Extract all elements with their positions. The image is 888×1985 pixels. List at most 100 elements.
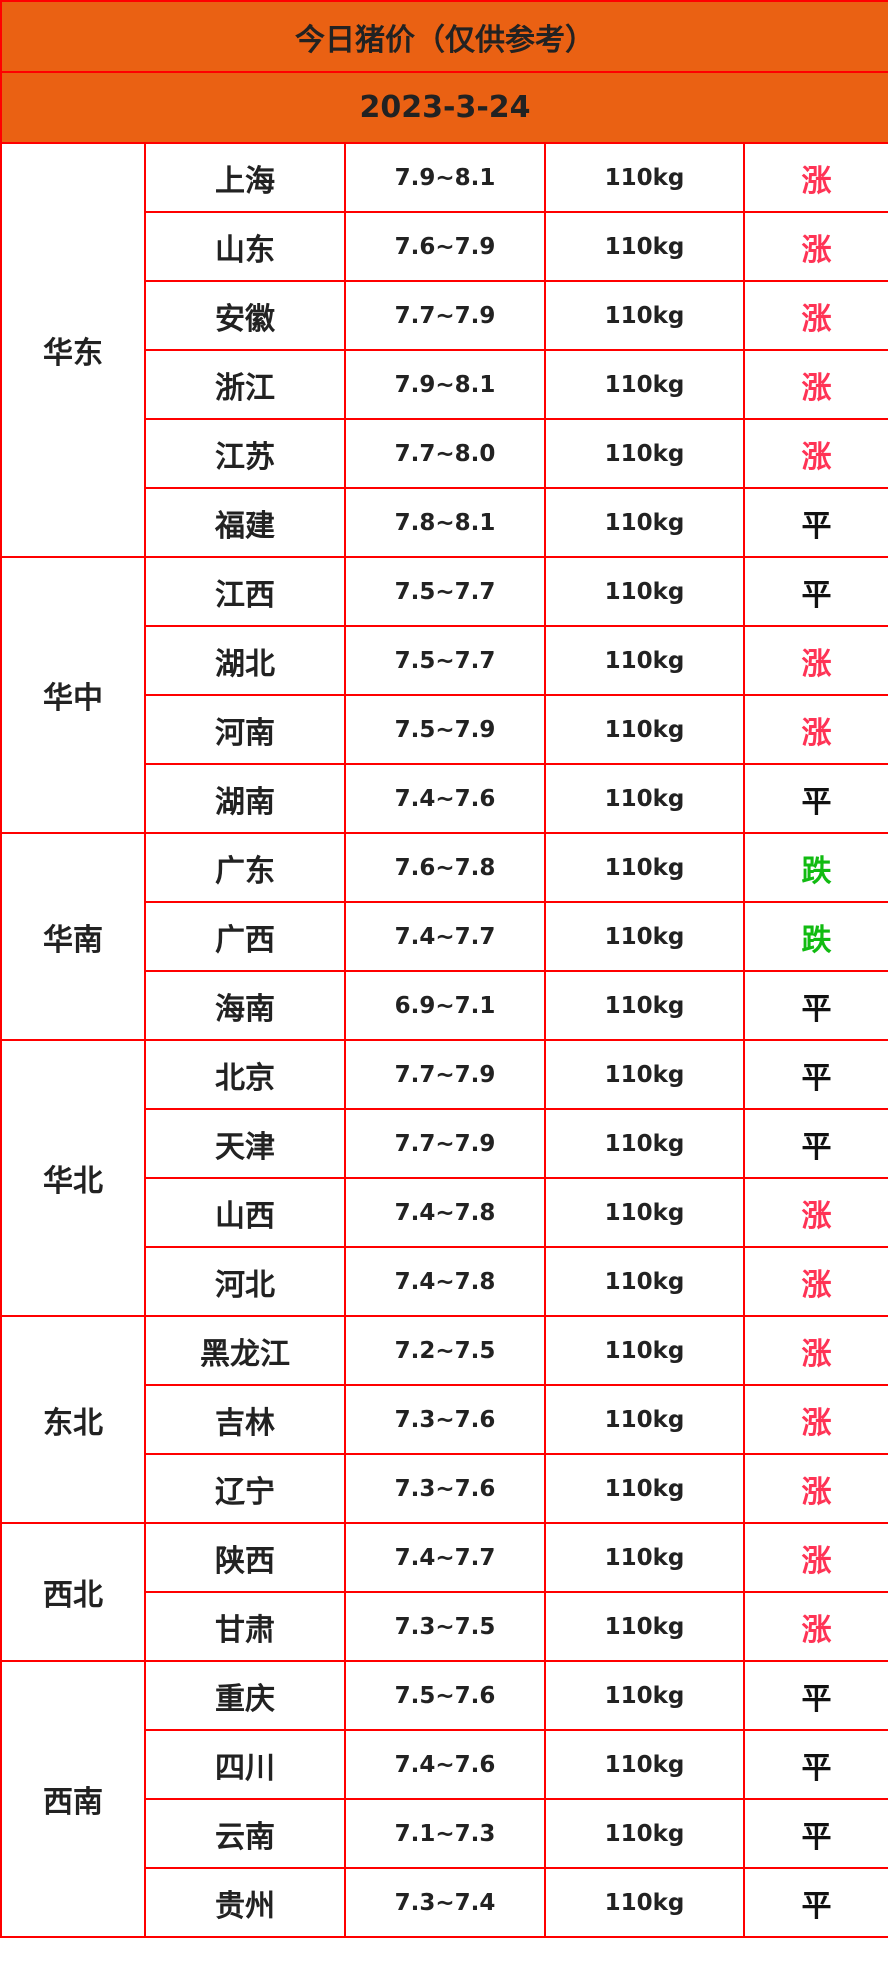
- price-cell: 7.4~7.6: [344, 1729, 546, 1800]
- price-cell: 7.3~7.5: [344, 1591, 546, 1662]
- province-cell: 浙江: [144, 349, 346, 420]
- trend-cell: 涨: [742, 1315, 888, 1386]
- price-cell: 7.4~7.7: [344, 901, 546, 972]
- trend-cell: 平: [742, 1039, 888, 1110]
- table-row: 云南 7.1~7.3 110kg 平: [1, 1798, 888, 1869]
- table-row: 江苏 7.7~8.0 110kg 涨: [1, 418, 888, 489]
- province-cell: 吉林: [144, 1384, 346, 1455]
- trend-cell: 涨: [742, 142, 888, 213]
- trend-cell: 平: [742, 1798, 888, 1869]
- trend-cell: 平: [742, 970, 888, 1041]
- trend-cell: 涨: [742, 211, 888, 282]
- price-cell: 7.7~7.9: [344, 1108, 546, 1179]
- table-row: 辽宁 7.3~7.6 110kg 涨: [1, 1453, 888, 1524]
- weight-cell: 110kg: [544, 349, 745, 420]
- table-row: 西北 陕西 7.4~7.7 110kg 涨: [0, 1522, 888, 1662]
- table-row: 湖北 7.5~7.7 110kg 涨: [1, 625, 888, 696]
- table-row: 湖南 7.4~7.6 110kg 平: [1, 763, 888, 834]
- region-cell: 西北: [0, 1522, 146, 1662]
- trend-cell: 涨: [742, 349, 888, 420]
- price-cell: 7.3~7.4: [344, 1867, 546, 1938]
- table-row: 安徽 7.7~7.9 110kg 涨: [1, 280, 888, 351]
- trend-cell: 涨: [742, 1591, 888, 1662]
- province-cell: 山东: [144, 211, 346, 282]
- table-row: 海南 6.9~7.1 110kg 平: [1, 970, 888, 1041]
- price-cell: 7.4~7.8: [344, 1177, 546, 1248]
- table-date: 2023-3-24: [0, 71, 888, 144]
- table-row: 广西 7.4~7.7 110kg 跌: [1, 901, 888, 972]
- province-cell: 四川: [144, 1729, 346, 1800]
- price-cell: 7.7~8.0: [344, 418, 546, 489]
- weight-cell: 110kg: [544, 1246, 745, 1317]
- trend-cell: 跌: [742, 832, 888, 903]
- trend-cell: 平: [742, 1660, 888, 1731]
- table-row: 华东 上海 7.9~8.1 110kg 涨: [0, 142, 888, 558]
- province-cell: 湖南: [144, 763, 346, 834]
- price-cell: 7.9~8.1: [344, 349, 546, 420]
- weight-cell: 110kg: [544, 142, 745, 213]
- price-cell: 7.9~8.1: [344, 142, 546, 213]
- price-cell: 7.2~7.5: [344, 1315, 546, 1386]
- trend-cell: 涨: [742, 1384, 888, 1455]
- trend-cell: 平: [742, 556, 888, 627]
- province-cell: 上海: [144, 142, 346, 213]
- price-cell: 7.5~7.6: [344, 1660, 546, 1731]
- weight-cell: 110kg: [544, 211, 745, 282]
- province-cell: 贵州: [144, 1867, 346, 1938]
- trend-cell: 涨: [742, 625, 888, 696]
- price-cell: 7.4~7.8: [344, 1246, 546, 1317]
- weight-cell: 110kg: [544, 1315, 745, 1386]
- weight-cell: 110kg: [544, 694, 745, 765]
- weight-cell: 110kg: [544, 1108, 745, 1179]
- region-cell: 华中: [0, 556, 146, 834]
- weight-cell: 110kg: [544, 556, 745, 627]
- weight-cell: 110kg: [544, 763, 745, 834]
- province-cell: 广东: [144, 832, 346, 903]
- table-row: 甘肃 7.3~7.5 110kg 涨: [1, 1591, 888, 1662]
- trend-cell: 平: [742, 1108, 888, 1179]
- table-row: 西南 重庆 7.5~7.6 110kg 平: [0, 1660, 888, 1938]
- weight-cell: 110kg: [544, 1798, 745, 1869]
- weight-cell: 110kg: [544, 487, 745, 558]
- weight-cell: 110kg: [544, 1591, 745, 1662]
- province-cell: 山西: [144, 1177, 346, 1248]
- weight-cell: 110kg: [544, 1867, 745, 1938]
- price-cell: 7.5~7.7: [344, 625, 546, 696]
- table-row: 天津 7.7~7.9 110kg 平: [1, 1108, 888, 1179]
- trend-cell: 涨: [742, 1522, 888, 1593]
- table-row: 山西 7.4~7.8 110kg 涨: [1, 1177, 888, 1248]
- trend-cell: 平: [742, 763, 888, 834]
- table-row: 东北 黑龙江 7.2~7.5 110kg 涨: [0, 1315, 888, 1524]
- province-cell: 北京: [144, 1039, 346, 1110]
- table-row: 浙江 7.9~8.1 110kg 涨: [1, 349, 888, 420]
- trend-cell: 涨: [742, 1453, 888, 1524]
- price-cell: 7.4~7.7: [344, 1522, 546, 1593]
- price-cell: 7.8~8.1: [344, 487, 546, 558]
- table-row: 华北 北京 7.7~7.9 110kg 平: [0, 1039, 888, 1317]
- province-cell: 安徽: [144, 280, 346, 351]
- table-row: 河北 7.4~7.8 110kg 涨: [1, 1246, 888, 1317]
- title-row: 今日猪价（仅供参考）: [0, 0, 888, 73]
- table-title: 今日猪价（仅供参考）: [0, 0, 888, 73]
- price-cell: 7.5~7.7: [344, 556, 546, 627]
- province-cell: 江苏: [144, 418, 346, 489]
- province-cell: 河南: [144, 694, 346, 765]
- weight-cell: 110kg: [544, 1384, 745, 1455]
- trend-cell: 涨: [742, 280, 888, 351]
- weight-cell: 110kg: [544, 418, 745, 489]
- province-cell: 云南: [144, 1798, 346, 1869]
- province-cell: 河北: [144, 1246, 346, 1317]
- province-cell: 江西: [144, 556, 346, 627]
- price-cell: 7.6~7.8: [344, 832, 546, 903]
- trend-cell: 平: [742, 1867, 888, 1938]
- table-row: 华南 广东 7.6~7.8 110kg 跌: [0, 832, 888, 1041]
- region-cell: 西南: [0, 1660, 146, 1938]
- price-cell: 7.5~7.9: [344, 694, 546, 765]
- weight-cell: 110kg: [544, 970, 745, 1041]
- table-row: 贵州 7.3~7.4 110kg 平: [1, 1867, 888, 1938]
- trend-cell: 涨: [742, 694, 888, 765]
- province-cell: 海南: [144, 970, 346, 1041]
- date-row: 2023-3-24: [0, 71, 888, 144]
- weight-cell: 110kg: [544, 1177, 745, 1248]
- trend-cell: 涨: [742, 1177, 888, 1248]
